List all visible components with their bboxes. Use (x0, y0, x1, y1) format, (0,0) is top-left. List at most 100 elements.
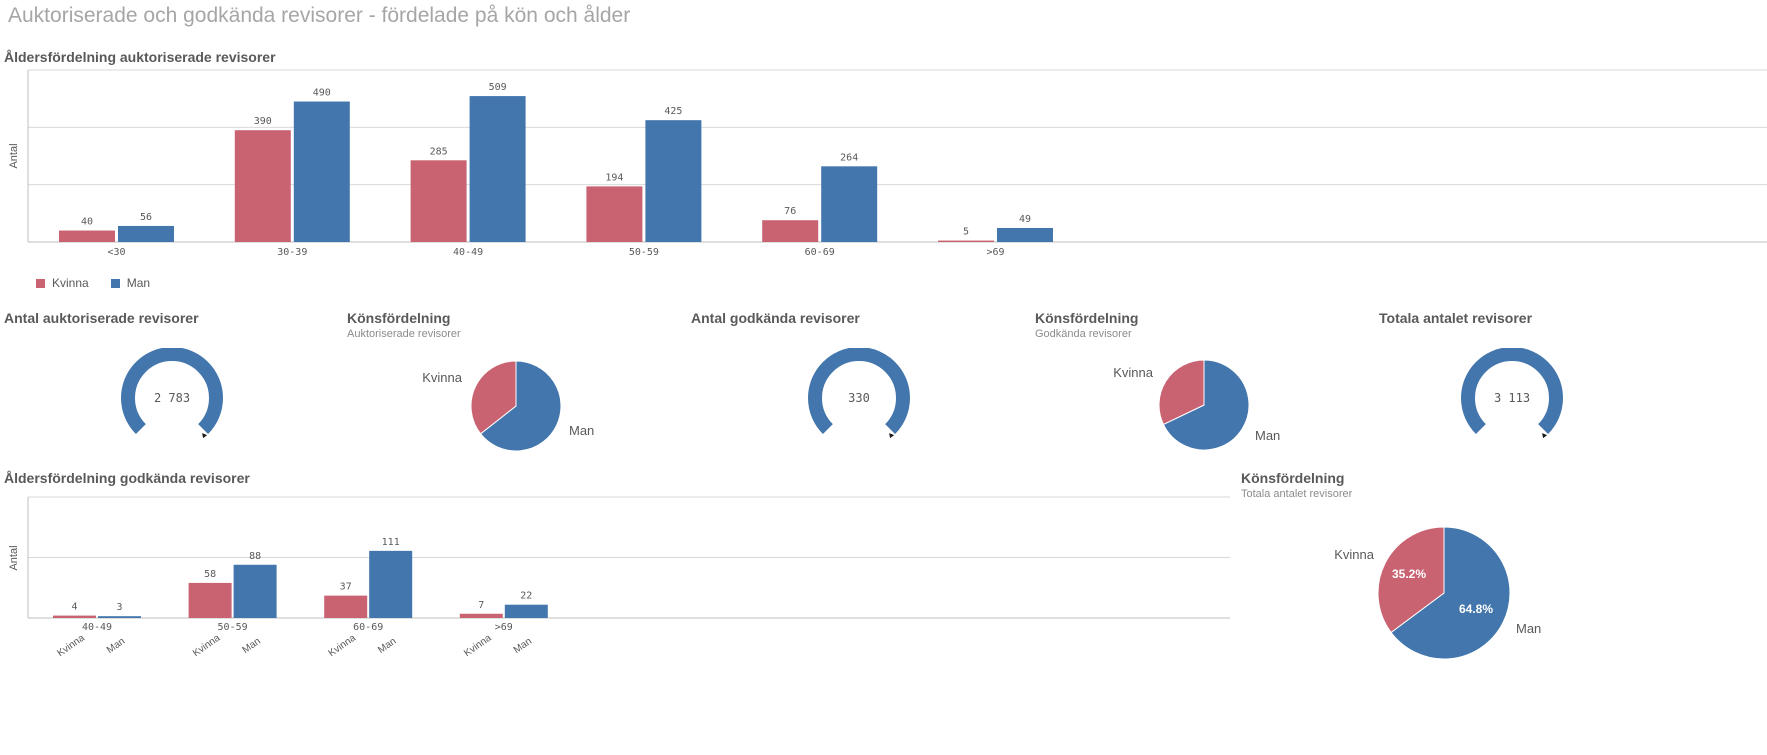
bar-kvinna-69[interactable] (938, 240, 994, 242)
pie-slice-kvinna[interactable] (470, 360, 517, 435)
gauge-value: 330 (848, 391, 870, 405)
gauge-value: 3 113 (1494, 391, 1530, 405)
data-label-man-50-59: 88 (249, 551, 261, 562)
pie-slice-man[interactable] (479, 360, 562, 452)
data-label-kvinna-69: 5 (963, 227, 969, 238)
gauge-arc (808, 348, 910, 435)
data-label-man-30-39: 490 (313, 88, 331, 99)
data-label-kvinna-60-69: 76 (784, 206, 796, 217)
bar-man-69[interactable] (997, 227, 1053, 242)
gauge-end-marker (202, 433, 208, 439)
bar-man-60-69[interactable] (821, 166, 878, 242)
pie-auktoriserade-title: Könsfördelning (347, 310, 451, 326)
x-tick-label-40-49: 40-49 (82, 622, 112, 633)
bar-chart-legend: Kvinna Man (36, 276, 150, 290)
bar-kvinna-40-49[interactable] (410, 160, 467, 242)
pie-label-man: Man (569, 423, 594, 438)
pie-slice-kvinna[interactable] (1158, 359, 1205, 426)
data-label-kvinna-30-39: 390 (254, 116, 272, 127)
bar-kvinna-50-59[interactable] (188, 582, 232, 618)
data-label-man-30: 56 (140, 212, 152, 223)
kpi-gauge-totala[interactable]: 3 113 (1452, 348, 1572, 448)
x-tick-label-40-49: 40-49 (453, 247, 483, 258)
pie-label-kvinna: Kvinna (1113, 365, 1154, 380)
x-series-tick-label-kvinna-40-49: Kvinna (55, 632, 87, 659)
page-title: Auktoriserade och godkända revisorer - f… (8, 4, 631, 27)
bar-man-69[interactable] (504, 604, 548, 618)
x-tick-label-30-39: 30-39 (277, 247, 307, 258)
pie-label-kvinna: Kvinna (1334, 547, 1375, 562)
gauge-arc (1461, 348, 1563, 435)
data-label-man-50-59: 425 (664, 106, 682, 117)
bar-man-30[interactable] (118, 225, 174, 242)
kpi-auktoriserade-title: Antal auktoriserade revisorer (4, 310, 199, 326)
bar-chart-auktoriserade-title: Åldersfördelning auktoriserade revisorer (4, 49, 276, 65)
data-label-man-69: 49 (1019, 214, 1031, 225)
data-label-kvinna-30: 40 (81, 217, 93, 228)
x-series-tick-label-man-40-49: Man (105, 636, 127, 656)
gauge-value: 2 783 (154, 391, 190, 405)
data-label-kvinna-40-49: 285 (430, 146, 448, 157)
bar-kvinna-50-59[interactable] (586, 186, 643, 242)
x-series-tick-label-kvinna-50-59: Kvinna (191, 632, 223, 659)
legend-label-kvinna: Kvinna (52, 276, 89, 290)
kpi-godkanda-title: Antal godkända revisorer (691, 310, 860, 326)
bar-man-30-39[interactable] (293, 101, 350, 243)
x-series-tick-label-kvinna-60-69: Kvinna (327, 632, 359, 659)
kpi-gauge-godkanda[interactable]: 330 (799, 348, 919, 448)
x-tick-label-69: >69 (986, 247, 1004, 258)
bar-man-60-69[interactable] (369, 550, 413, 618)
bar-man-40-49[interactable] (98, 616, 141, 618)
data-label-kvinna-69: 7 (478, 600, 484, 611)
pie-slice-kvinna[interactable] (1377, 526, 1445, 634)
y-axis-label: Antal (8, 545, 20, 570)
x-series-tick-label-man-69: Man (512, 636, 534, 656)
gauge-end-marker (1542, 433, 1548, 439)
x-tick-label-50-59: 50-59 (629, 247, 659, 258)
data-label-man-69: 22 (520, 591, 532, 602)
bar-man-40-49[interactable] (469, 96, 526, 242)
pie-slice-man[interactable] (1390, 526, 1511, 660)
gauge-arc (121, 348, 223, 435)
pie-label-man: Man (1516, 621, 1541, 636)
gauge-end-marker (889, 433, 895, 439)
x-tick-label-69: >69 (495, 622, 513, 633)
y-axis-label: Antal (8, 143, 20, 168)
legend-swatch-man (110, 278, 120, 288)
bar-chart-auktoriserade[interactable]: Antal 40 56 <30 390 490 30-39 285 509 40-49 194 425… (0, 64, 1767, 274)
pie-label-kvinna: Kvinna (422, 370, 463, 385)
pie-value-label-man: 64.8% (1459, 602, 1493, 616)
pie-chart-godkanda[interactable]: Kvinna Man (1090, 345, 1320, 460)
data-label-man-40-49: 509 (489, 82, 507, 93)
pie-godkanda-subtitle: Godkända revisorer (1035, 328, 1132, 340)
data-label-man-60-69: 264 (840, 152, 858, 163)
pie-totala-title: Könsfördelning (1241, 470, 1345, 486)
bar-kvinna-60-69[interactable] (762, 220, 819, 242)
data-label-kvinna-60-69: 37 (340, 582, 352, 593)
bar-man-50-59[interactable] (645, 120, 702, 242)
legend-item-man[interactable]: Man (110, 276, 151, 290)
x-tick-label-60-69: 60-69 (353, 622, 383, 633)
bar-kvinna-60-69[interactable] (324, 595, 368, 618)
bar-kvinna-40-49[interactable] (53, 615, 96, 618)
data-label-kvinna-50-59: 194 (605, 172, 623, 183)
legend-item-kvinna[interactable]: Kvinna (36, 276, 89, 290)
x-tick-label-50-59: 50-59 (218, 622, 248, 633)
x-series-tick-label-man-50-59: Man (241, 636, 263, 656)
legend-label-man: Man (126, 276, 151, 290)
pie-slice-man[interactable] (1162, 359, 1250, 451)
bar-kvinna-30[interactable] (59, 230, 115, 242)
pie-godkanda-title: Könsfördelning (1035, 310, 1139, 326)
bar-kvinna-69[interactable] (459, 613, 503, 618)
pie-label-man: Man (1255, 428, 1280, 443)
bar-chart-godkanda-title: Åldersfördelning godkända revisorer (4, 470, 250, 486)
bar-chart-godkanda[interactable]: Antal 4 Kvinna 3 Man 40-49 58 Kvinna 88 Man 50-59 3… (0, 488, 1235, 755)
bar-man-50-59[interactable] (233, 564, 277, 618)
pie-chart-totala[interactable]: Kvinna Man 35.2% 64.8% (1320, 515, 1560, 670)
kpi-gauge-auktoriserade[interactable]: 2 783 (112, 348, 232, 448)
data-label-man-40-49: 3 (116, 602, 122, 613)
pie-auktoriserade-subtitle: Auktoriserade revisorer (347, 328, 461, 340)
pie-chart-auktoriserade[interactable]: Kvinna Man (400, 345, 630, 460)
legend-swatch-kvinna (36, 278, 45, 288)
bar-kvinna-30-39[interactable] (234, 130, 291, 242)
